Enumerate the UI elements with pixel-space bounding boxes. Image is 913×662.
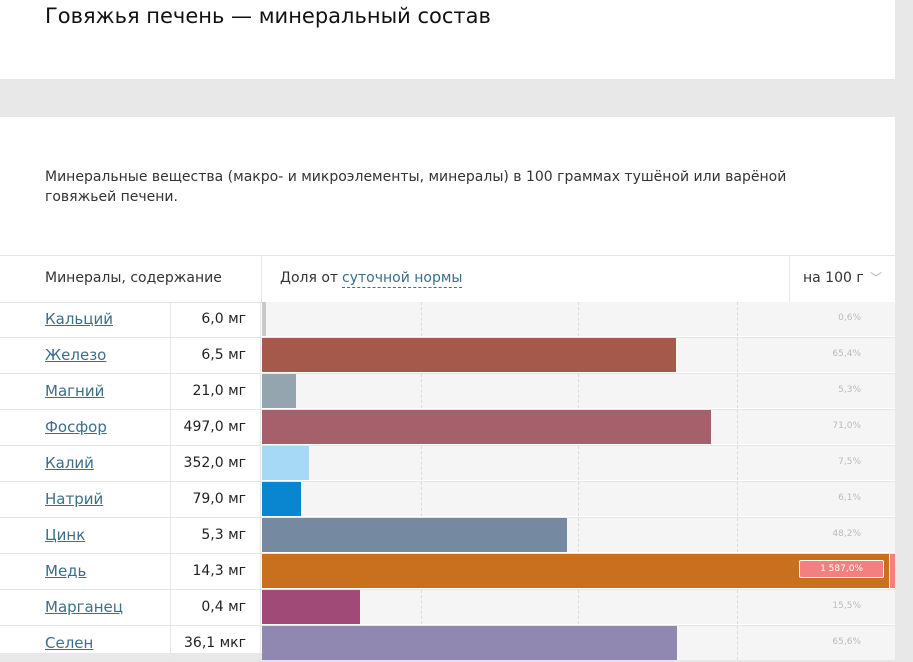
mineral-amount: 36,1 мкг [170,626,261,661]
percent-label: 65,4% [832,349,861,359]
grid-line [578,302,579,336]
grid-line [737,626,738,660]
mineral-name-link[interactable]: Натрий [45,490,104,508]
mineral-amount: 21,0 мг [170,374,261,409]
mineral-amount: 0,4 мг [170,590,261,625]
mineral-name-link[interactable]: Кальций [45,310,113,328]
mineral-amount: 352,0 мг [170,446,261,481]
table-row: Железо 6,5 мг 65,4% [0,338,895,374]
grid-line [421,302,422,336]
table-row: Калий 352,0 мг 7,5% [0,446,895,482]
table-row: Кальций 6,0 мг 0,6% [0,302,895,338]
table-row: Цинк 5,3 мг 48,2% [0,518,895,554]
percent-bar [262,518,568,552]
share-prefix-label: Доля от [280,270,339,286]
chevron-down-icon[interactable]: ﹀ [870,271,883,285]
percent-bar [262,626,678,660]
mineral-name-link[interactable]: Цинк [45,526,86,544]
grid-line [421,482,422,516]
grid-line [578,518,579,552]
percent-label: 7,5% [838,457,861,467]
daily-norm-link[interactable]: суточной нормы [342,270,463,288]
grid-line [421,446,422,480]
per-100g-select[interactable]: на 100 г [803,270,864,286]
mineral-name-link[interactable]: Фосфор [45,418,107,436]
mineral-name-link[interactable]: Селен [45,634,94,652]
percent-track: 71,0% [262,410,895,444]
grid-line [737,518,738,552]
percent-bar [262,302,266,336]
percent-track: 7,5% [262,446,895,480]
mineral-amount: 79,0 мг [170,482,261,517]
percent-track: 48,2% [262,518,895,552]
percent-label: 71,0% [832,421,861,431]
mineral-name-link[interactable]: Медь [45,562,87,580]
grid-line [421,374,422,408]
mineral-name-link[interactable]: Марганец [45,598,123,616]
percent-bar [262,410,712,444]
table-row: Фосфор 497,0 мг 71,0% [0,410,895,446]
grid-line [578,482,579,516]
percent-badge-over: 1 587,0% [799,560,884,578]
percent-label: 5,3% [838,385,861,395]
grid-line [578,374,579,408]
table-row: Селен 36,1 мкг 65,6% [0,626,895,662]
mineral-amount: 6,0 мг [170,302,261,337]
percent-track: 65,6% [262,626,895,660]
grid-line [737,374,738,408]
percent-label: 65,6% [832,637,861,647]
percent-bar [262,482,301,516]
percent-track: 0,6% [262,302,895,336]
percent-bar [262,446,310,480]
percent-track: 5,3% [262,374,895,408]
table-row: Медь 14,3 мг 1 587,0% [0,554,895,590]
grid-line [421,590,422,624]
percent-track: 1 587,0% [262,554,895,588]
mineral-name-link[interactable]: Калий [45,454,94,472]
column-header-share: Доля от суточной нормы [261,256,790,302]
percent-track: 65,4% [262,338,895,372]
table-row: Марганец 0,4 мг 15,5% [0,590,895,626]
grid-line [578,590,579,624]
page-title: Говяжья печень — минеральный состав [45,4,491,28]
table-row: Натрий 79,0 мг 6,1% [0,482,895,518]
percent-bar [262,338,676,372]
percent-bar [262,590,361,624]
mineral-amount: 14,3 мг [170,554,261,589]
mineral-name-link[interactable]: Магний [45,382,105,400]
page-description: Минеральные вещества (макро- и микроэлем… [45,169,787,205]
percent-label: 15,5% [832,601,861,611]
percent-track: 15,5% [262,590,895,624]
minerals-table-body: Кальций 6,0 мг 0,6% Железо 6,5 мг 65,4% Магний… [0,302,895,662]
grid-line [737,590,738,624]
table-row: Магний 21,0 мг 5,3% [0,374,895,410]
percent-track: 6,1% [262,482,895,516]
grid-line [737,446,738,480]
grid-line [737,482,738,516]
grid-line [578,446,579,480]
grid-line [737,338,738,372]
percent-label: 6,1% [838,493,861,503]
title-card: Говяжья печень — минеральный состав [0,0,895,79]
table-header: Минералы, содержание Доля от суточной но… [0,255,895,303]
percent-bar [262,374,296,408]
mineral-amount: 5,3 мг [170,518,261,553]
percent-label: 48,2% [832,529,861,539]
grid-line [737,302,738,336]
grid-line [737,410,738,444]
percent-label: 0,6% [838,313,861,323]
percent-bar [262,554,889,588]
mineral-amount: 6,5 мг [170,338,261,373]
overflow-marker [890,554,895,588]
mineral-name-link[interactable]: Железо [45,346,107,364]
column-header-minerals: Минералы, содержание [45,270,222,286]
mineral-amount: 497,0 мг [170,410,261,445]
